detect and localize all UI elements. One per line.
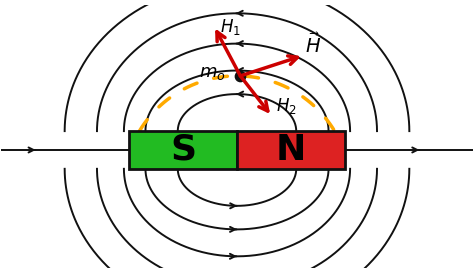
Point <box>237 74 244 78</box>
Text: $H_1$: $H_1$ <box>220 17 241 37</box>
Bar <box>129 131 237 169</box>
Text: $H_2$: $H_2$ <box>275 96 296 116</box>
Text: $\vec{H}$: $\vec{H}$ <box>305 33 321 57</box>
Text: $m_o$: $m_o$ <box>199 64 226 82</box>
Bar <box>237 131 345 169</box>
Text: N: N <box>276 133 306 167</box>
Text: S: S <box>170 133 196 167</box>
